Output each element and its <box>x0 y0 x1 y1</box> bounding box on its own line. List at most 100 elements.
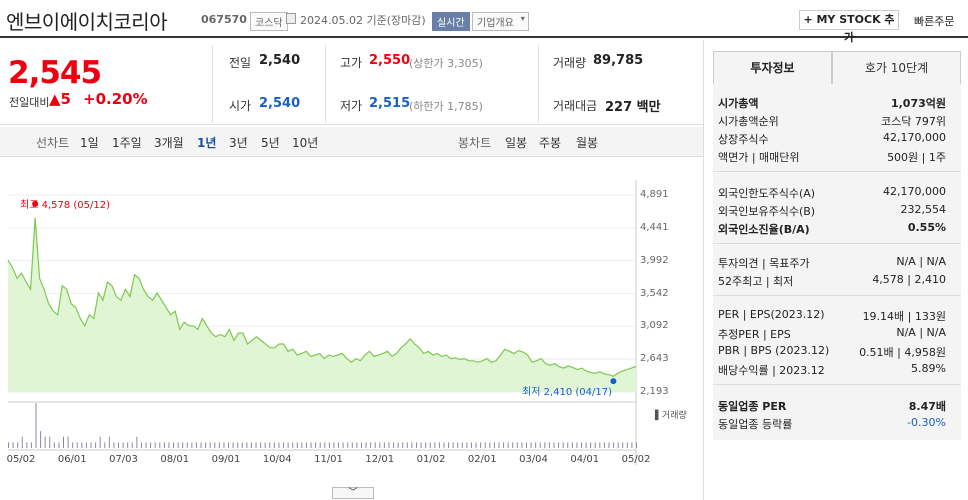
chart-low-label: 최저 2,410 (04/17) <box>522 387 613 398</box>
volume-bar <box>493 442 495 448</box>
volume-bar <box>383 442 385 448</box>
info-divider <box>713 295 961 296</box>
volume-bar <box>35 403 37 448</box>
chevron-down-icon: ▾ <box>520 14 525 23</box>
period-5y[interactable]: 5년 <box>261 136 280 150</box>
info-value: 0.51배 | 4,958원 <box>859 346 946 359</box>
period-10y[interactable]: 10년 <box>292 136 319 150</box>
candle-weekly[interactable]: 주봉 <box>539 136 562 150</box>
volume-bar <box>173 442 175 448</box>
volume-bar <box>228 442 230 448</box>
volume-bar <box>434 442 436 448</box>
volume-bar <box>30 442 32 448</box>
volume-bar <box>333 442 335 448</box>
candle-chart-label: 봉차트 <box>458 136 492 150</box>
volume-bar <box>365 442 367 448</box>
market-tag: 코스닥 <box>250 12 288 31</box>
volume-bar <box>580 442 582 448</box>
change-amount: ▲5 <box>49 90 71 108</box>
open-value: 2,540 <box>259 96 301 111</box>
info-value: 19.14배 | 133원 <box>862 310 946 323</box>
volume-bar <box>626 442 628 448</box>
candle-daily[interactable]: 일봉 <box>505 136 528 150</box>
volume-bar <box>379 442 381 448</box>
volume-bar <box>40 431 42 448</box>
chart-high-label: 최고 4,578 (05/12) <box>20 200 111 211</box>
upper-limit: (상한가 3,305) <box>409 57 483 70</box>
volume-bar <box>342 442 344 448</box>
volume-bar <box>76 442 78 448</box>
volume-bar <box>466 442 468 448</box>
volume-bar <box>310 442 312 448</box>
y-tick-label: 2,193 <box>640 386 669 397</box>
realtime-tag[interactable]: 실시간 <box>432 12 470 31</box>
volume-bar <box>507 442 509 448</box>
volume-bar <box>296 442 298 448</box>
quick-order-link[interactable]: 빠른주문 <box>914 15 955 28</box>
volume-bar <box>127 442 129 448</box>
candle-monthly[interactable]: 월봉 <box>576 136 599 150</box>
volume-bar <box>232 442 234 448</box>
volume-bar <box>17 442 19 448</box>
x-tick-label: 06/01 <box>58 454 87 465</box>
x-tick-label: 08/01 <box>160 454 189 465</box>
volume-bar <box>108 436 110 448</box>
line-chart-label: 선차트 <box>36 136 70 150</box>
volume-bar <box>223 442 225 448</box>
volume-bar <box>287 442 289 448</box>
volume-bar <box>448 442 450 448</box>
volume-bar <box>53 442 55 448</box>
change-label: 전일대비 <box>9 96 50 109</box>
x-tick-label: 05/02 <box>622 454 651 465</box>
volume-bar <box>159 442 161 448</box>
volume-bar <box>470 442 472 448</box>
volume-bar <box>544 442 546 448</box>
y-tick-label: 3,992 <box>640 254 669 266</box>
volume-bar <box>8 442 9 448</box>
volume-legend: ▌거래량 <box>655 411 687 421</box>
volume-bar <box>209 442 211 448</box>
volume-bar <box>26 442 28 448</box>
my-stock-button[interactable]: + MY STOCK 추가 <box>799 10 899 44</box>
y-tick-label: 4,441 <box>640 221 669 233</box>
company-info-tag[interactable]: 기업개요 ▾ <box>472 12 529 31</box>
high-label: 고가 <box>340 56 363 70</box>
volume-bar <box>397 442 399 448</box>
x-tick-label: 05/02 <box>7 454 36 465</box>
volume-bar <box>411 442 413 448</box>
volume-bar <box>21 436 23 448</box>
volume-bar <box>67 436 69 448</box>
tab-orderbook[interactable]: 호가 10단계 <box>832 51 961 85</box>
volume-bar <box>351 442 353 448</box>
volume-bar <box>599 442 601 448</box>
stock-code: 067570 <box>201 13 247 26</box>
y-tick-label: 4,891 <box>640 189 669 200</box>
volume-bars <box>8 403 637 448</box>
volume-value: 89,785 <box>593 53 644 68</box>
info-value: 42,170,000 <box>883 185 946 198</box>
info-value: 코스닥 797위 <box>881 115 946 128</box>
volume-bar <box>58 442 60 448</box>
expand-chart-button[interactable]: ﹀ <box>332 487 374 499</box>
info-value: 232,554 <box>900 203 947 216</box>
info-label: 액면가 | 매매단위 <box>718 151 800 164</box>
price-area <box>8 217 636 392</box>
info-label: 시가총액 <box>718 97 759 110</box>
period-3y[interactable]: 3년 <box>229 136 248 150</box>
volume-bar <box>136 436 138 448</box>
volume-bar <box>90 442 92 448</box>
volume-bar <box>475 442 477 448</box>
period-1d[interactable]: 1일 <box>80 136 99 150</box>
quote-panel <box>0 40 703 125</box>
volume-bar <box>237 442 239 448</box>
period-1w[interactable]: 1주일 <box>112 136 142 150</box>
period-3m[interactable]: 3개월 <box>154 136 184 150</box>
x-ticks: 05/02 06/01 07/03 08/01 09/01 10/04 11/01 12/01… <box>7 454 651 465</box>
period-1y[interactable]: 1년 <box>197 136 217 150</box>
tab-invest-info[interactable]: 투자정보 <box>713 51 832 85</box>
volume-bar <box>420 442 422 448</box>
volume-bar <box>374 442 376 448</box>
volume-bar <box>484 442 486 448</box>
price-line <box>7 217 637 377</box>
volume-label: 거래량 <box>553 56 587 70</box>
